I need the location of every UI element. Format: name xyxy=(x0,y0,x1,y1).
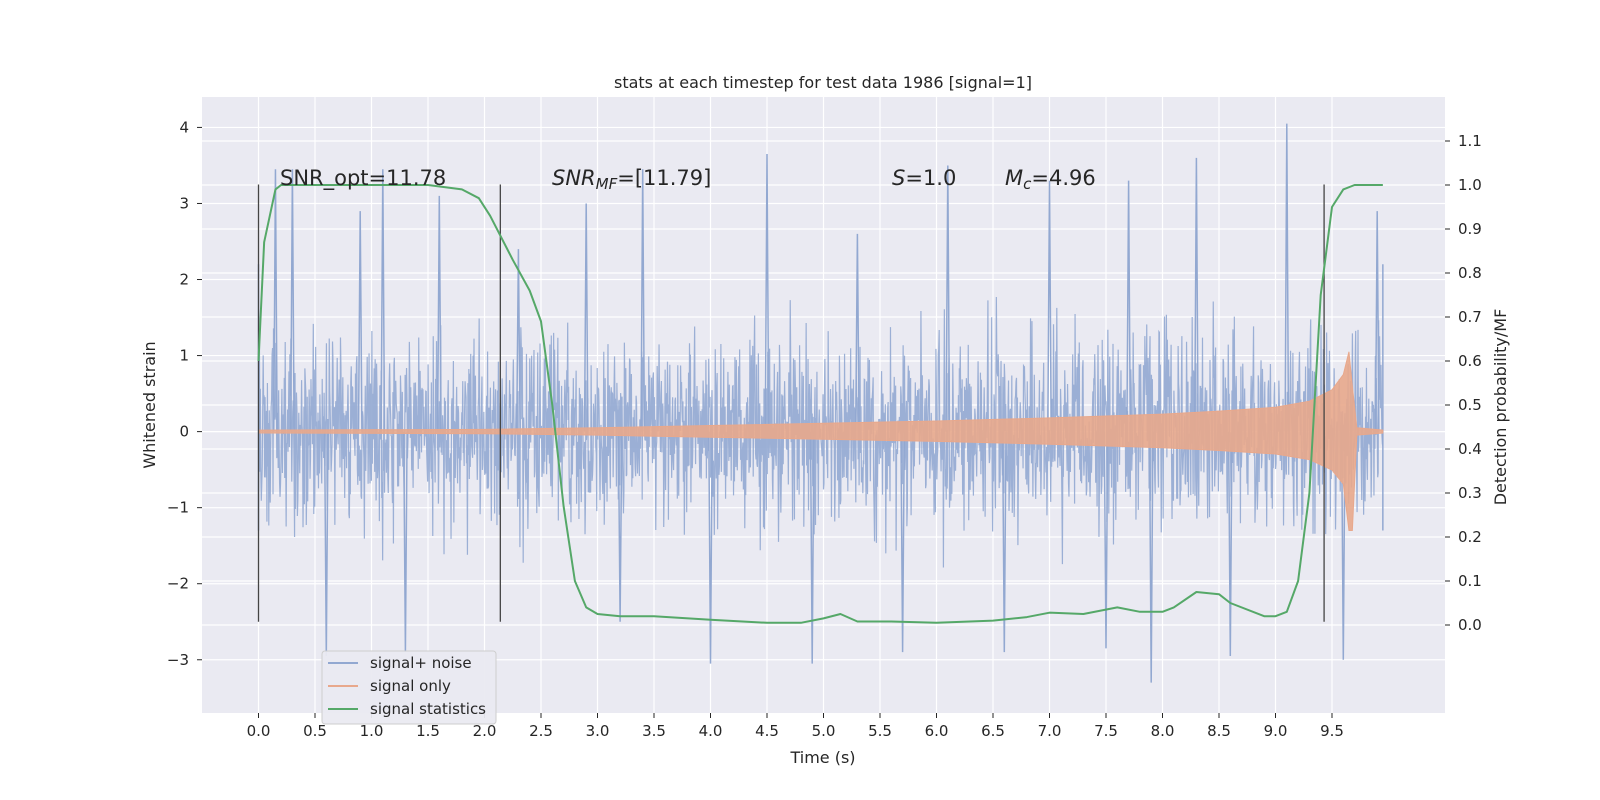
x-tick-label-19: 9.5 xyxy=(1320,722,1344,740)
x-tick-label-8: 4.0 xyxy=(699,722,723,740)
x-tick-label-7: 3.5 xyxy=(642,722,666,740)
y-axis-label: Whitened strain xyxy=(140,341,159,468)
legend: signal+ noise signal only signal statist… xyxy=(321,650,497,725)
y-right-tick-label-5: 0.5 xyxy=(1458,396,1482,414)
y-right-tick-label-1: 0.1 xyxy=(1458,572,1482,590)
y-right-tick-label-6: 0.6 xyxy=(1458,352,1482,370)
noise-spike-8 xyxy=(764,154,770,432)
noise-spike-14 xyxy=(1284,123,1290,432)
right-y-axis-ticks: 0.0 0.1 0.2 0.3 0.4 0.5 0.6 0.7 0.8 0.9 1.0 1.1 xyxy=(1445,132,1482,634)
y-right-tick-label-3: 0.3 xyxy=(1458,484,1482,502)
y-tick-label-2: −1 xyxy=(167,499,189,517)
event-markers xyxy=(257,184,1325,622)
x-tick-label-2: 1.0 xyxy=(360,722,384,740)
x-tick-label-9: 4.5 xyxy=(755,722,779,740)
legend-label-signal-only: signal only xyxy=(370,677,451,695)
x-axis-ticks: 0.0 0.5 1.0 1.5 2.0 2.5 3.0 3.5 4.0 4.5 5.0 5.5 6.0 6… xyxy=(247,713,1344,740)
y-axis-ticks: −3 −2 −1 0 1 2 3 4 xyxy=(167,118,202,669)
annotations: SNR_opt=11.78 SNRMF=[11.79] S=1.0 Mc=4.9… xyxy=(280,166,1096,193)
y-right-tick-label-7: 0.7 xyxy=(1458,308,1482,326)
y-tick-label-4: 1 xyxy=(179,347,189,365)
signal-only-series xyxy=(258,351,1384,531)
x-tick-label-14: 7.0 xyxy=(1038,722,1062,740)
noise-spike-15 xyxy=(1374,211,1380,432)
x-tick-label-1: 0.5 xyxy=(303,722,327,740)
y-tick-label-6: 3 xyxy=(179,194,189,212)
noise-spike-26 xyxy=(1340,431,1346,660)
noise-spike-12 xyxy=(1126,180,1132,432)
x-tick-label-15: 7.5 xyxy=(1094,722,1118,740)
noise-spike-13 xyxy=(1193,157,1199,432)
x-tick-label-10: 5.0 xyxy=(812,722,836,740)
y-right-tick-label-4: 0.4 xyxy=(1458,440,1482,458)
x-tick-label-11: 5.5 xyxy=(868,722,892,740)
legend-label-signal-noise: signal+ noise xyxy=(370,654,472,672)
noise-spike-0 xyxy=(273,169,278,432)
mc-annotation: Mc=4.96 xyxy=(1005,166,1096,193)
y-right-tick-label-10: 1.0 xyxy=(1458,176,1482,194)
noise-spike-24 xyxy=(1148,431,1154,683)
noise-spike-11 xyxy=(1047,180,1052,432)
x-tick-label-17: 8.5 xyxy=(1207,722,1231,740)
snr-mf-annotation: SNRMF=[11.79] xyxy=(552,166,711,193)
x-tick-label-13: 6.5 xyxy=(981,722,1005,740)
y-tick-label-7: 4 xyxy=(179,118,189,136)
x-axis-label: Time (s) xyxy=(789,748,855,767)
y-right-tick-label-9: 0.9 xyxy=(1458,220,1482,238)
s-annotation: S=1.0 xyxy=(892,166,956,190)
y-right-tick-label-2: 0.2 xyxy=(1458,528,1482,546)
y-tick-label-0: −3 xyxy=(167,651,189,669)
noise-spike-5 xyxy=(515,249,521,432)
x-tick-label-18: 9.0 xyxy=(1264,722,1288,740)
x-tick-label-0: 0.0 xyxy=(247,722,271,740)
y-tick-label-3: 0 xyxy=(179,423,189,441)
y-tick-label-1: −2 xyxy=(167,575,189,593)
noise-spike-2 xyxy=(357,211,363,432)
y-right-tick-label-11: 1.1 xyxy=(1458,132,1482,150)
signal-only-envelope xyxy=(258,351,1384,531)
snr-opt-annotation: SNR_opt=11.78 xyxy=(280,166,446,191)
y-tick-label-5: 2 xyxy=(179,271,189,289)
noise-spike-7 xyxy=(640,169,646,432)
y-right-tick-label-0: 0.0 xyxy=(1458,616,1482,634)
legend-box xyxy=(321,650,497,725)
x-tick-label-12: 6.0 xyxy=(925,722,949,740)
noise-spike-3 xyxy=(380,169,386,432)
noise-spike-23 xyxy=(1103,431,1109,649)
y-right-tick-label-8: 0.8 xyxy=(1458,264,1482,282)
noise-spike-9 xyxy=(854,233,860,432)
noise-spike-10 xyxy=(945,165,951,432)
chart-title: stats at each timestep for test data 198… xyxy=(614,73,1032,92)
noise-spike-6 xyxy=(583,203,589,432)
signal-statistics-line xyxy=(257,184,1383,624)
x-tick-label-3: 1.5 xyxy=(416,722,440,740)
x-tick-label-16: 8.0 xyxy=(1151,722,1175,740)
noise-spike-1 xyxy=(289,169,295,432)
right-y-axis-label: Detection probability/MF xyxy=(1491,309,1510,506)
x-tick-label-4: 2.0 xyxy=(473,722,497,740)
x-tick-label-5: 2.5 xyxy=(529,722,553,740)
legend-label-signal-statistics: signal statistics xyxy=(370,700,486,718)
signal-statistics-series xyxy=(257,184,1383,624)
x-tick-label-6: 3.0 xyxy=(586,722,610,740)
noise-spike-4 xyxy=(436,195,442,432)
